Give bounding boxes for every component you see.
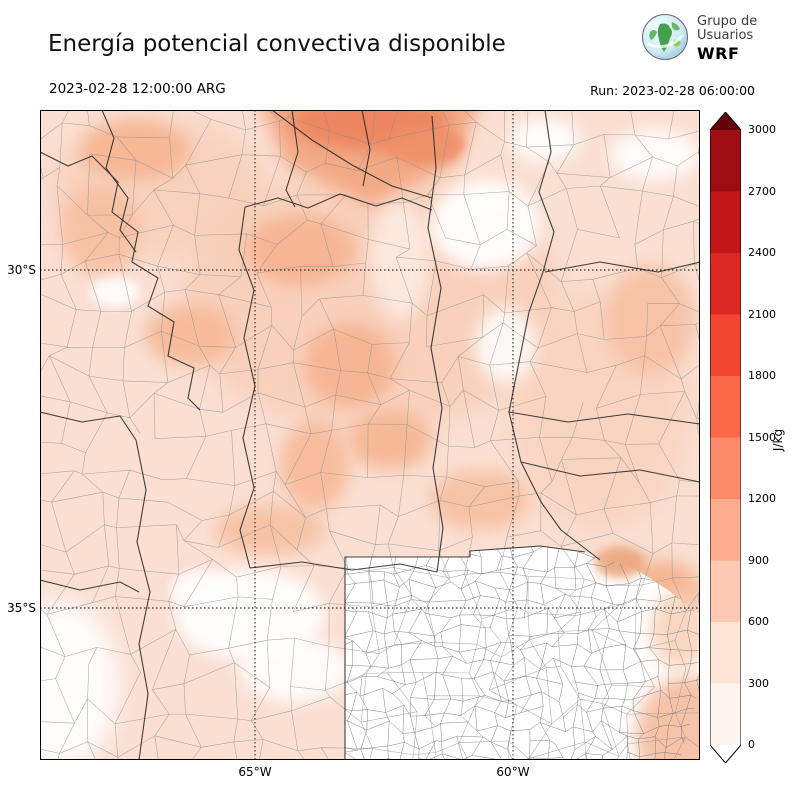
lon-label-60w: 60°W: [496, 765, 530, 779]
wrf-logo: Grupo de Usuarios WRF: [640, 12, 757, 66]
department-boundaries: [40, 110, 700, 760]
province-boundaries: [40, 110, 700, 760]
globe-icon: [640, 12, 690, 66]
colorbar: [710, 112, 741, 763]
colorbar-tick-label: 600: [748, 615, 769, 628]
logo-text: Grupo de Usuarios WRF: [697, 14, 758, 64]
colorbar-tick-label: 2700: [748, 184, 776, 198]
run-time-label: Run: 2023-02-28 06:00:00: [590, 83, 755, 98]
colorbar-tick-label: 1200: [748, 492, 776, 505]
logo-line-2: Usuarios: [697, 28, 754, 44]
colorbar-tick-label: 2100: [748, 307, 776, 321]
page-title: Energía potencial convectiva disponible: [48, 31, 506, 57]
valid-time-label: 2023-02-28 12:00:00 ARG: [49, 81, 226, 97]
colorbar-tick-label: 3000: [748, 123, 776, 136]
colorbar-tick-label: 2400: [748, 246, 776, 259]
cape-patch-metro: [594, 546, 646, 578]
map-frame: [40, 110, 700, 760]
lat-label-35s: 35°S: [7, 601, 36, 615]
logo-line-wrf: WRF: [697, 44, 740, 64]
cape-patch-east: [650, 590, 700, 670]
colorbar-tick-label: 900: [748, 553, 769, 567]
colorbar-tick-label: 1800: [748, 369, 776, 382]
colorbar-tick-label: 300: [748, 676, 769, 690]
cape-map: [40, 110, 700, 760]
lat-label-30s: 30°S: [7, 263, 36, 277]
colorbar-unit-label: J/kg: [771, 428, 785, 452]
department-boundaries-dense: [345, 546, 700, 760]
logo-line-1: Grupo de: [697, 14, 758, 30]
colorbar-tick-label: 1500: [748, 430, 776, 444]
lon-label-65w: 65°W: [238, 765, 272, 779]
latlon-gridlines: [40, 110, 700, 760]
colorbar-tick-label: 0: [748, 738, 755, 751]
